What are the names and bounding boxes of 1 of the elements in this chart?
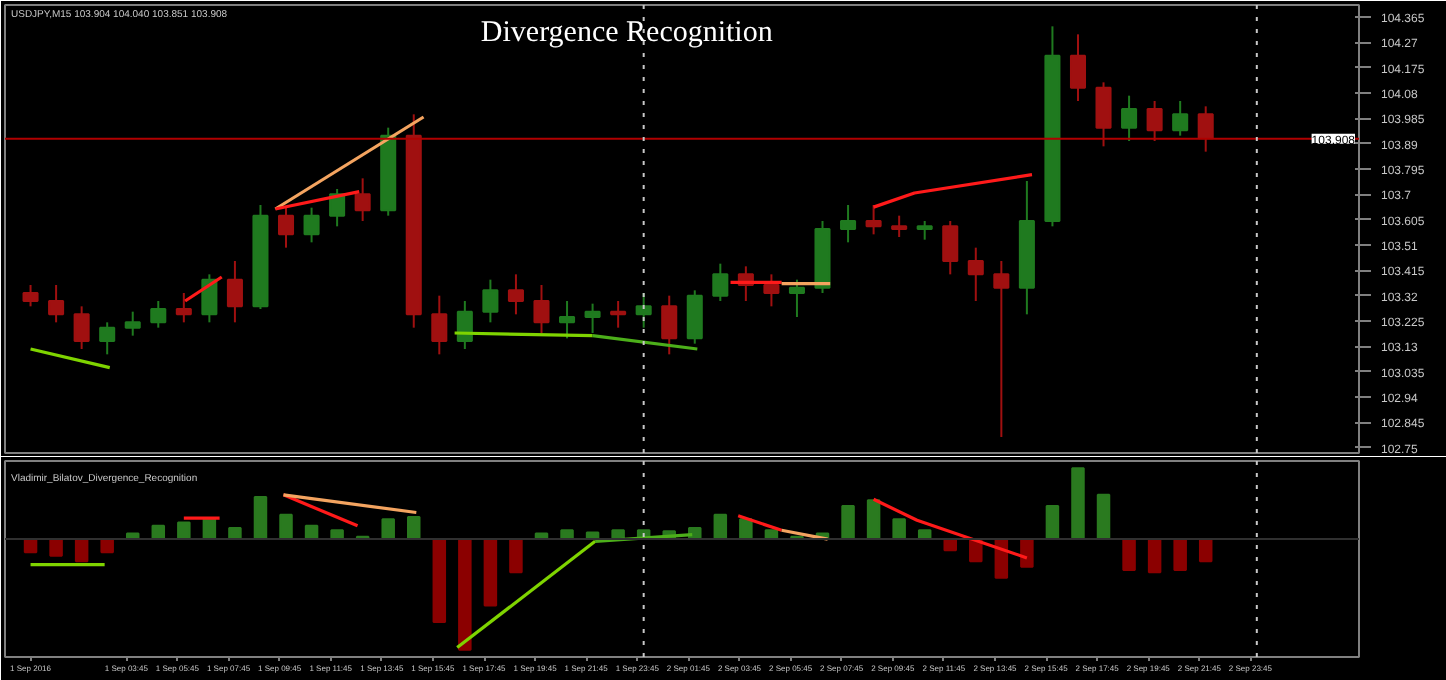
chart-title: Divergence Recognition xyxy=(480,17,774,49)
